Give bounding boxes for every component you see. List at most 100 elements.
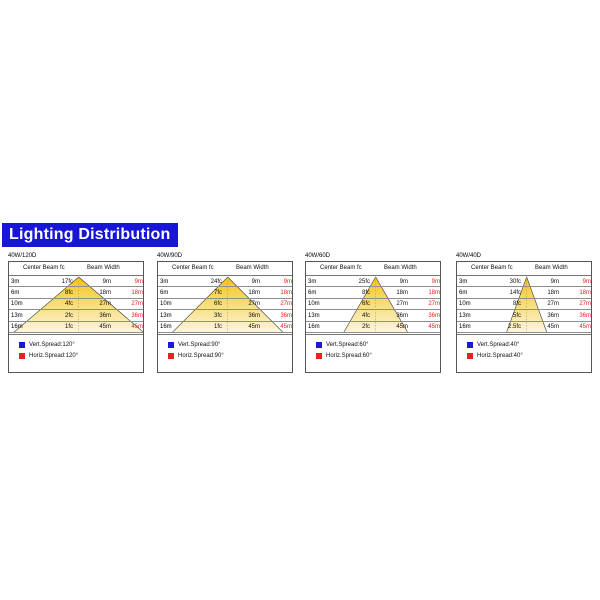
beam-width-red-value: 27m: [280, 301, 292, 308]
beam-width-value: 27m: [547, 301, 559, 308]
beam-width-red-value: 27m: [579, 301, 591, 308]
legend-label: Vert.Spread:90°: [178, 341, 221, 348]
table-row: [158, 287, 292, 299]
legend-label: Horiz.Spread:90°: [178, 352, 224, 359]
center-beam-fc-value: 24fc: [210, 278, 222, 285]
chart-caption: 40W/40D: [456, 253, 482, 259]
chart-block: 40W/90D Center Beam fc Beam Width 3m 24fc 9m 9…: [157, 252, 296, 380]
legend-label: Horiz.Spread:120°: [29, 352, 79, 359]
beam-width-red-value: 45m: [579, 324, 591, 331]
beam-width-red-value: 45m: [131, 324, 143, 331]
legend-item: Vert.Spread:60°: [316, 339, 440, 350]
chart-header-row: Center Beam fc Beam Width: [306, 262, 440, 276]
distance-label: 16m: [459, 324, 471, 331]
distance-label: 16m: [11, 324, 23, 331]
beam-width-red-value: 36m: [579, 312, 591, 319]
legend-item: Horiz.Spread:40°: [467, 350, 591, 361]
center-beam-fc-value: 30fc: [509, 278, 521, 285]
chart-block: 40W/40D Center Beam fc Beam Width 3m 30fc 9m 9…: [456, 252, 595, 380]
table-row: [457, 299, 591, 311]
chart-legend: Vert.Spread:60° Horiz.Spread:60°: [306, 334, 440, 372]
horiz-spread-swatch-icon: [168, 352, 174, 359]
legend-item: Vert.Spread:40°: [467, 339, 591, 350]
beam-width-red-value: 18m: [579, 289, 591, 296]
beam-width-red-value: 45m: [280, 324, 292, 331]
vert-spread-swatch-icon: [19, 341, 25, 348]
distance-label: 13m: [160, 312, 172, 319]
table-row: [457, 276, 591, 288]
center-beam-fc-header: Center Beam fc: [172, 265, 214, 271]
chart-block: 40W/120D Center Beam fc Beam Width 3m 17fc 9m…: [8, 252, 147, 380]
legend-item: Horiz.Spread:120°: [19, 350, 143, 361]
beam-plot: 3m 17fc 9m 9m 6m 8fc 18m 18m 10m 4fc 27m 27m 13m 2fc 3…: [9, 276, 143, 333]
center-beam-fc-value: 6fc: [361, 301, 370, 308]
chart-legend: Vert.Spread:120° Horiz.Spread:120°: [9, 334, 143, 372]
distance-label: 16m: [160, 324, 172, 331]
beam-width-red-value: 36m: [280, 312, 292, 319]
distance-label: 10m: [160, 301, 172, 308]
distance-label: 3m: [308, 278, 317, 285]
chart-frame: Center Beam fc Beam Width 3m 25fc 9m 9m 6m 8fc 1…: [305, 261, 441, 373]
table-row: [306, 310, 440, 322]
legend-item: Horiz.Spread:90°: [168, 350, 292, 361]
beam-width-value: 36m: [248, 312, 260, 319]
table-row: [158, 299, 292, 311]
beam-plot: 3m 25fc 9m 9m 6m 8fc 18m 18m 10m 6fc 27m 27m 13m 4fc 3…: [306, 276, 440, 333]
distance-label: 16m: [308, 324, 320, 331]
distance-label: 10m: [11, 301, 23, 308]
distance-label: 6m: [459, 289, 468, 296]
center-beam-fc-header: Center Beam fc: [471, 265, 513, 271]
beam-cone-icon: [343, 276, 409, 333]
beam-width-red-value: 27m: [428, 301, 440, 308]
beam-width-header: Beam Width: [535, 265, 568, 271]
center-beam-fc-value: 7fc: [213, 289, 222, 296]
vert-spread-swatch-icon: [168, 341, 174, 348]
distance-label: 6m: [160, 289, 169, 296]
beam-width-value: 27m: [248, 301, 260, 308]
beam-width-red-value: 27m: [131, 301, 143, 308]
chart-legend: Vert.Spread:90° Horiz.Spread:90°: [158, 334, 292, 372]
vert-spread-swatch-icon: [467, 341, 473, 348]
legend-item: Vert.Spread:90°: [168, 339, 292, 350]
chart-block: 40W/60D Center Beam fc Beam Width 3m 25fc 9m 9…: [305, 252, 444, 380]
table-row: [9, 287, 143, 299]
table-row: [306, 276, 440, 288]
horiz-spread-swatch-icon: [467, 352, 473, 359]
center-beam-fc-value: 25fc: [358, 278, 370, 285]
beam-width-value: 18m: [396, 289, 408, 296]
horiz-spread-swatch-icon: [316, 352, 322, 359]
table-row: [9, 310, 143, 322]
chart-header-row: Center Beam fc Beam Width: [457, 262, 591, 276]
center-beam-fc-value: 2fc: [361, 324, 370, 331]
beam-width-header: Beam Width: [236, 265, 269, 271]
center-beam-fc-value: 14fc: [509, 289, 521, 296]
distance-label: 3m: [160, 278, 169, 285]
table-row: [9, 322, 143, 333]
beam-width-value: 36m: [547, 312, 559, 319]
table-row: [457, 310, 591, 322]
beam-width-red-value: 9m: [134, 278, 143, 285]
beam-width-value: 9m: [550, 278, 559, 285]
beam-width-value: 27m: [396, 301, 408, 308]
beam-width-value: 36m: [396, 312, 408, 319]
beam-width-value: 45m: [99, 324, 111, 331]
chart-frame: Center Beam fc Beam Width 3m 30fc 9m 9m 6m 14fc…: [456, 261, 592, 373]
distance-label: 3m: [11, 278, 20, 285]
chart-legend: Vert.Spread:40° Horiz.Spread:40°: [457, 334, 591, 372]
chart-frame: Center Beam fc Beam Width 3m 17fc 9m 9m 6m 8fc 1…: [8, 261, 144, 373]
beam-width-red-value: 9m: [582, 278, 591, 285]
center-beam-fc-value: 2.5fc: [507, 324, 521, 331]
beam-width-value: 45m: [396, 324, 408, 331]
chart-caption: 40W/120D: [8, 253, 37, 259]
beam-plot: 3m 24fc 9m 9m 6m 7fc 18m 18m 10m 6fc 27m 27m 13m 3fc 3…: [158, 276, 292, 333]
table-row: [457, 322, 591, 333]
center-beam-fc-value: 3fc: [213, 312, 222, 319]
beam-width-value: 9m: [399, 278, 408, 285]
beam-cone-icon: [171, 276, 285, 333]
center-beam-fc-value: 8fc: [64, 289, 73, 296]
legend-label: Horiz.Spread:60°: [326, 352, 372, 359]
legend-label: Vert.Spread:120°: [29, 341, 75, 348]
beam-width-red-value: 36m: [428, 312, 440, 319]
center-beam-fc-value: 17fc: [61, 278, 73, 285]
